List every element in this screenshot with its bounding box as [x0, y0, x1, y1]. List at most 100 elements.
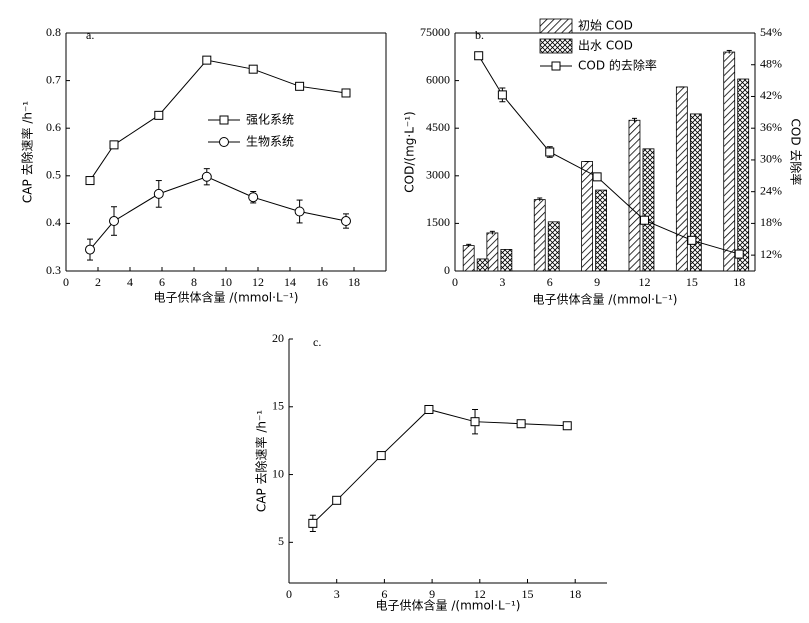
y-tick-label: 0.4	[46, 215, 61, 229]
legend-label: 初始 COD	[578, 19, 633, 33]
y2-tick-label: 12%	[760, 247, 782, 261]
marker	[109, 216, 119, 227]
x-tick-label: 2	[95, 275, 101, 289]
x-tick-label: 6	[547, 275, 553, 289]
y2-tick-label: 36%	[760, 120, 782, 134]
y-tick-label: 20	[272, 331, 284, 345]
x-tick-label: 12	[638, 275, 650, 289]
marker	[202, 55, 212, 65]
bar	[675, 86, 688, 272]
y2-tick-label: 30%	[760, 152, 782, 166]
x-tick-label: 4	[127, 275, 133, 289]
x-tick-label: 16	[316, 275, 328, 289]
y-tick-label: 5	[278, 534, 284, 548]
marker	[248, 64, 258, 74]
marker	[424, 404, 434, 414]
x-tick-label: 15	[686, 275, 698, 289]
bar	[462, 245, 475, 272]
x-tick-label: 18	[569, 587, 581, 601]
x-axis-label: 电子供体含量 /(mmol·L⁻¹)	[154, 290, 299, 305]
marker	[687, 235, 697, 245]
marker	[308, 518, 318, 528]
x-tick-label: 10	[220, 275, 232, 289]
x-tick-label: 18	[733, 275, 745, 289]
marker	[562, 421, 572, 431]
bar	[547, 221, 560, 272]
x-tick-label: 15	[522, 587, 534, 601]
y-tick-label: 0.7	[46, 72, 61, 86]
bar	[628, 119, 641, 272]
x-tick-label: 6	[159, 275, 165, 289]
x-tick-label: 0	[452, 275, 458, 289]
y-tick-label: 4500	[426, 120, 450, 134]
x-tick-label: 14	[284, 275, 296, 289]
y-tick-label: 10	[272, 466, 284, 480]
bar	[642, 148, 655, 272]
x-tick-label: 9	[429, 587, 435, 601]
y-tick-label: 1500	[426, 215, 450, 229]
y2-axis-label: COD 去除率	[789, 119, 804, 186]
y-tick-label: 15	[272, 399, 284, 413]
marker	[201, 171, 212, 182]
bar	[689, 113, 702, 272]
y-tick-label: 0	[444, 263, 450, 277]
y-tick-label: 0.6	[46, 120, 61, 134]
bar	[595, 189, 608, 272]
legend-label: 生物系统	[246, 135, 294, 149]
legend-swatch	[539, 18, 573, 34]
marker	[497, 90, 507, 100]
x-tick-label: 0	[63, 275, 69, 289]
marker	[470, 417, 480, 427]
y-tick-label: 0.3	[46, 263, 61, 277]
marker	[109, 140, 119, 150]
x-tick-label: 12	[252, 275, 264, 289]
series-line	[89, 176, 347, 250]
bar	[723, 51, 736, 272]
x-tick-label: 0	[286, 587, 292, 601]
marker	[376, 451, 386, 461]
legend-label: 出水 COD	[578, 39, 633, 53]
x-tick-label: 3	[499, 275, 505, 289]
legend-marker	[219, 115, 229, 125]
y-tick-label: 0.5	[46, 168, 61, 182]
marker	[545, 147, 555, 157]
legend-marker	[551, 61, 561, 71]
legend-label: COD 的去除率	[578, 58, 657, 73]
x-tick-label: 9	[594, 275, 600, 289]
marker	[592, 172, 602, 182]
y2-tick-label: 54%	[760, 25, 782, 39]
y-axis-label: COD/(mg·L⁻¹)	[403, 111, 417, 192]
marker	[295, 81, 305, 91]
bar	[476, 258, 489, 272]
x-tick-label: 6	[381, 587, 387, 601]
legend-label: 强化系统	[246, 113, 294, 127]
marker	[341, 88, 351, 98]
marker	[294, 206, 305, 217]
marker	[153, 188, 164, 199]
series-line	[312, 408, 568, 524]
x-axis-label: 电子供体含量 /(mmol·L⁻¹)	[376, 598, 521, 613]
marker	[248, 192, 259, 203]
x-tick-label: 3	[334, 587, 340, 601]
marker	[332, 495, 342, 505]
marker	[639, 215, 649, 225]
marker	[341, 216, 351, 227]
panel-label: b.	[475, 28, 484, 42]
marker	[85, 244, 95, 255]
y2-tick-label: 48%	[760, 56, 782, 70]
y2-tick-label: 24%	[760, 183, 782, 197]
bar	[737, 78, 750, 272]
y-tick-label: 75000	[420, 25, 450, 39]
y-tick-label: 0.8	[46, 25, 61, 39]
y-tick-label: 3000	[426, 168, 450, 182]
x-axis-label: 电子供体含量 /(mmol·L⁻¹)	[533, 292, 678, 307]
panel-label: c.	[313, 335, 321, 349]
marker	[516, 419, 526, 429]
y-axis-label: CAP 去除速率 /h⁻¹	[254, 410, 269, 512]
legend-marker	[219, 137, 229, 147]
bar	[581, 161, 594, 272]
marker	[85, 176, 95, 186]
bar	[500, 249, 513, 272]
x-tick-label: 18	[348, 275, 360, 289]
marker	[474, 51, 484, 61]
